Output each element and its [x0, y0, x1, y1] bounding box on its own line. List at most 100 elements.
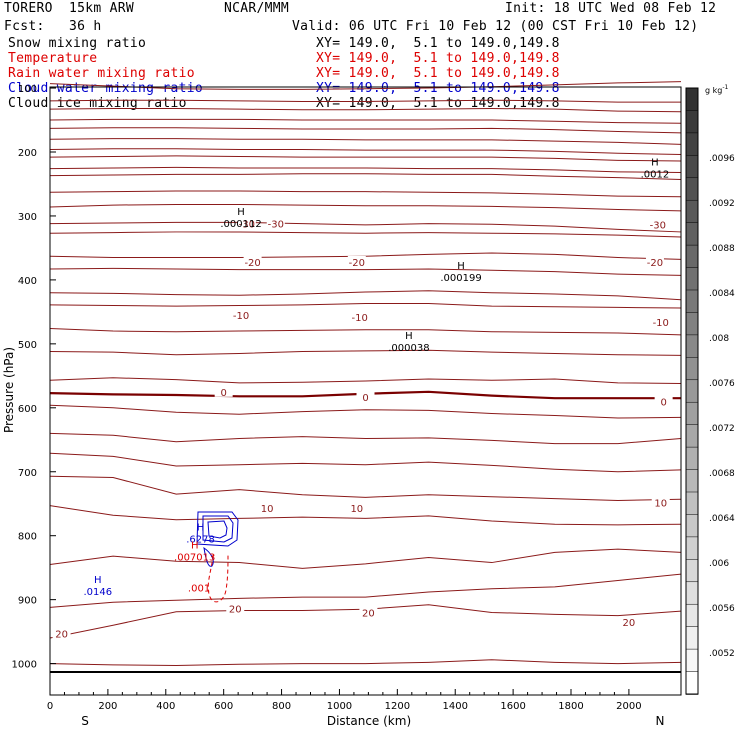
- colorbar-level-label: .0052: [709, 649, 735, 659]
- temperature-contour-line: [49, 138, 682, 145]
- extremum-value: .0012: [641, 169, 670, 180]
- colorbar-level-label: .0068: [709, 469, 735, 479]
- extremum-mark: H: [191, 540, 199, 551]
- extremum-mark: H: [237, 207, 245, 218]
- colorbar-band: [685, 491, 699, 516]
- contour-label-bg: [648, 218, 667, 230]
- colorbar-level-label: .0056: [709, 604, 735, 614]
- x-tick-label: 2000: [616, 701, 641, 712]
- colorbar-level-label: .008: [709, 334, 729, 344]
- extremum-mark: H: [94, 575, 102, 586]
- colorbar-band: [685, 626, 699, 650]
- y-tick-label: 800: [18, 532, 37, 543]
- x-tick-label: 1000: [327, 701, 352, 712]
- colorbar-band: [685, 514, 699, 538]
- colorbar-band: [685, 559, 699, 583]
- colorbar-band: [685, 222, 699, 246]
- y-tick-label: 400: [18, 276, 37, 287]
- temperature-contour-line: [49, 432, 682, 445]
- y-tick-label: 200: [18, 148, 37, 159]
- temperature-contour-label: -10: [233, 311, 249, 322]
- temperature-contour-line: [49, 81, 682, 90]
- temperature-contour-label: -20: [349, 258, 365, 269]
- temperature-contour-line: [49, 155, 682, 162]
- model-title: TORERO 15km ARW: [4, 1, 135, 16]
- contour-label-bg: [232, 309, 251, 321]
- x-tick-label: 0: [47, 701, 53, 712]
- colorbar-band: [685, 536, 699, 561]
- temperature-contour-line: [49, 118, 682, 124]
- colorbar-level-label: .0096: [709, 154, 735, 164]
- extremum-value: .6278: [186, 534, 215, 545]
- temperature-contour-line: [49, 221, 682, 233]
- contour-label-bg: [359, 606, 378, 618]
- colorbar-level-label: .0064: [709, 514, 735, 524]
- extremum-value: .007013: [174, 552, 215, 563]
- colorbar-level-label: .0076: [709, 379, 735, 389]
- temperature-contour-line: [49, 166, 682, 173]
- colorbar-level-label: .0072: [709, 424, 735, 434]
- contour-label-bg: [651, 316, 670, 328]
- forecast-hour: Fcst: 36 h: [4, 19, 102, 34]
- x-tick-label: 200: [98, 701, 117, 712]
- temperature-contour-label: 0: [220, 388, 226, 399]
- colorbar-unit: g kg-1: [705, 84, 729, 95]
- temperature-contour-label: 20: [229, 605, 242, 616]
- y-tick-label: 700: [18, 468, 37, 479]
- y-tick-label: 300: [18, 212, 37, 223]
- temperature-contour-label: 0: [660, 397, 666, 408]
- temperature-contour-label: -30: [650, 220, 666, 231]
- field-name-temperature: Temperature: [8, 51, 98, 66]
- rain-water-contour: [207, 554, 229, 603]
- temperature-contour-label: -20: [647, 258, 663, 269]
- temperature-contour-label: 0: [362, 393, 368, 404]
- cloud-water-contour: [196, 511, 239, 547]
- extremum-value: .001: [188, 584, 210, 595]
- contour-label-bg: [258, 502, 277, 514]
- valid-time: Valid: 06 UTC Fri 10 Feb 12 (00 CST Fri …: [292, 19, 699, 34]
- colorbar-band: [685, 334, 699, 359]
- extremum-value: .000038: [388, 343, 429, 354]
- colorbar-band: [685, 469, 699, 493]
- temperature-contour-line: [49, 108, 682, 113]
- cloud-water-contour: [207, 520, 228, 539]
- x-tick-label: 1800: [558, 701, 583, 712]
- contour-label-bg: [266, 217, 285, 229]
- colorbar-band: [685, 155, 699, 179]
- field-range-snow: XY= 149.0, 5.1 to 149.0,149.8: [316, 36, 560, 51]
- colorbar-band: [685, 87, 699, 112]
- colorbar-band: [685, 289, 699, 314]
- temperature-contour-label: -30: [239, 220, 255, 231]
- right-endpoint-label: N: [656, 714, 665, 728]
- init-time: Init: 18 UTC Wed 08 Feb 12: [505, 1, 717, 16]
- extremum-mark: H: [405, 331, 413, 342]
- temperature-contour-line: [49, 303, 682, 309]
- colorbar-level-label: .0088: [709, 244, 735, 254]
- x-tick-label: 400: [156, 701, 175, 712]
- temperature-contour-label: -10: [352, 313, 368, 324]
- colorbar-band: [685, 132, 699, 157]
- cloud-water-contour: [203, 546, 214, 567]
- contour-label-bg: [350, 310, 369, 322]
- contour-label-bg: [226, 602, 245, 614]
- y-tick-label: 100: [18, 84, 37, 95]
- temperature-contour-label: -30: [268, 220, 284, 231]
- y-tick-label: 1000: [12, 660, 37, 671]
- colorbar-band: [685, 671, 699, 695]
- temperature-contour-line: [49, 267, 682, 276]
- contour-label-bg: [651, 496, 670, 508]
- temperature-contour-label: 10: [350, 504, 363, 515]
- colorbar-level-label: .006: [709, 559, 729, 569]
- contour-label-bg: [654, 395, 673, 407]
- colorbar-band: [685, 401, 699, 426]
- colorbar-band: [685, 199, 699, 224]
- temperature-contour-line: [49, 148, 682, 156]
- colorbar-band: [685, 581, 699, 605]
- y-tick-label: 900: [18, 596, 37, 607]
- temperature-contour-line: [49, 377, 682, 384]
- temperature-contour-label: 20: [55, 630, 68, 641]
- field-name-rain: Rain water mixing ratio: [8, 66, 195, 81]
- temperature-contour-line: [49, 573, 682, 608]
- temperature-contour-line: [49, 452, 682, 473]
